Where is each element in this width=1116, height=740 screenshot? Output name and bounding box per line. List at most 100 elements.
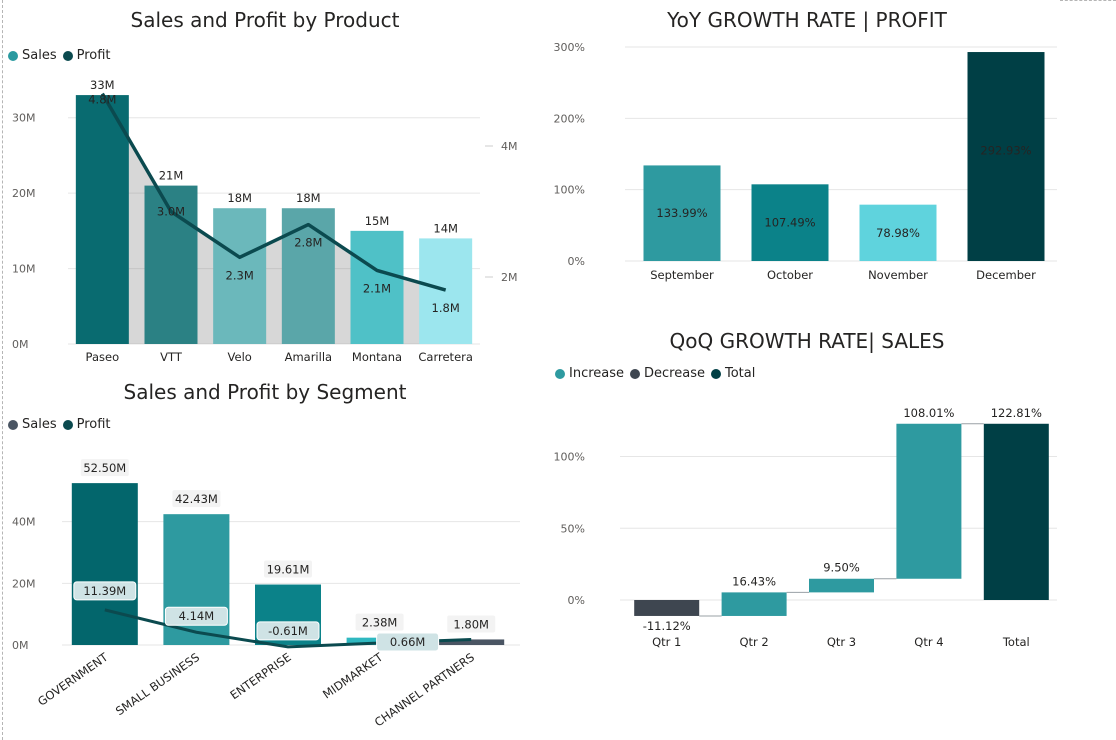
qoq-chart-title: QoQ GROWTH RATE| SALES — [669, 329, 945, 353]
segment-chart-legend: Sales Profit — [8, 417, 117, 432]
segment-chart-plot: 0M 20M 40M 52.50M GOVERNMENT 42.43M SMALL BUSI… — [12, 459, 520, 729]
legend-item-increase[interactable]: Increase — [555, 366, 624, 381]
sales-label-box — [172, 490, 221, 508]
x-category-label: Amarilla — [285, 350, 332, 364]
sales-data-label: 21M — [159, 169, 184, 183]
profit-label-box — [376, 632, 440, 652]
legend-dot-sales — [8, 50, 18, 61]
sales-data-label: 18M — [227, 191, 252, 205]
legend-dot-decrease — [630, 368, 641, 379]
profit-data-label: 3.0M — [157, 205, 185, 219]
sales-bar — [75, 95, 129, 344]
y-tick-label: 100% — [554, 184, 585, 197]
legend-item-sales[interactable]: Sales — [8, 48, 57, 63]
x-category-label: November — [868, 268, 928, 282]
qoq-chart-panel[interactable]: QoQ GROWTH RATE| SALES Increase Decrease… — [540, 320, 1116, 740]
y-right-tick-label: 2M — [501, 271, 518, 284]
profit-data-label: 2.3M — [226, 268, 254, 282]
sales-data-label: 14M — [433, 221, 458, 235]
bar-data-label: -11.12% — [643, 619, 691, 633]
x-category-label: VTT — [160, 350, 183, 364]
bar — [859, 204, 937, 261]
product-chart-panel[interactable]: Sales and Profit by Product Sales Profit… — [0, 0, 520, 370]
y-tick-label: 40M — [12, 516, 36, 529]
legend-item-profit[interactable]: Profit — [62, 417, 111, 432]
bar — [751, 184, 829, 261]
sales-data-label: 18M — [296, 191, 321, 205]
profit-label-box — [164, 606, 228, 626]
legend-label-profit: Profit — [76, 417, 111, 432]
profit-data-label: 2.1M — [363, 281, 391, 295]
sales-data-label: 1.80M — [453, 617, 489, 631]
y-tick-label: 0% — [568, 255, 585, 268]
sales-data-label: 19.61M — [267, 563, 310, 577]
x-category-label: Carretera — [418, 350, 473, 364]
x-category-label: Velo — [228, 350, 252, 364]
product-chart-plot: 0M 10M 20M 30M 2M 4M Paseo 33M VTT 21M Velo 18M Amar… — [12, 78, 518, 364]
bar-data-label: 292.93% — [980, 143, 1031, 157]
canvas-edge-left — [2, 0, 3, 740]
bar-data-label: 133.99% — [656, 206, 707, 220]
x-category-label: SMALL BUSINESS — [113, 650, 202, 718]
profit-data-label: 11.39M — [83, 584, 126, 598]
y-tick-label: 0M — [12, 639, 29, 652]
waterfall-bar — [634, 600, 700, 616]
legend-item-decrease[interactable]: Decrease — [630, 366, 705, 381]
legend-dot-total — [710, 368, 721, 379]
sales-label-box — [355, 613, 404, 631]
legend-item-sales[interactable]: Sales — [8, 417, 57, 432]
bar-data-label: 78.98% — [876, 226, 920, 240]
x-category-label: Qtr 2 — [739, 635, 768, 649]
sales-bar — [213, 208, 267, 344]
sales-data-label: 52.50M — [83, 461, 126, 475]
profit-label-box — [256, 621, 320, 641]
legend-dot-increase — [555, 368, 565, 379]
bar-data-label: 16.43% — [732, 574, 776, 588]
profit-data-label: 0.66M — [390, 635, 426, 649]
y-tick-label: 20M — [12, 577, 36, 590]
legend-dot-profit — [62, 50, 73, 61]
sales-label-box — [80, 459, 129, 477]
legend-item-profit[interactable]: Profit — [62, 48, 111, 63]
sales-bar — [350, 230, 404, 344]
yoy-chart-panel[interactable]: YoY GROWTH RATE | PROFIT 0% 100% 200% 300% S… — [540, 0, 1116, 300]
waterfall-bar — [983, 423, 1049, 600]
x-category-label: Montana — [352, 350, 402, 364]
qoq-chart-plot: 0% 50% 100% Qtr 1 -11.12% Qtr 2 16.43% Qtr 3 9.5… — [554, 406, 1057, 649]
x-category-label: GOVERNMENT — [35, 649, 111, 708]
bar — [643, 165, 721, 261]
segment-chart-panel[interactable]: Sales and Profit by Segment Sales Profit… — [0, 375, 530, 740]
sales-data-label: 33M — [90, 78, 115, 92]
x-category-label: Total — [1002, 635, 1030, 649]
y-tick-label: 30M — [12, 112, 36, 125]
sales-bar — [419, 238, 473, 344]
legend-label-profit: Profit — [76, 48, 111, 63]
x-category-label: CHANNEL PARTNERS — [372, 650, 477, 729]
y-right-tick-label: 4M — [501, 140, 518, 153]
sales-bar — [281, 208, 335, 344]
x-category-label: Qtr 1 — [652, 635, 681, 649]
legend-item-total[interactable]: Total — [710, 366, 756, 381]
bar-data-label: 122.81% — [991, 406, 1042, 420]
waterfall-bar — [809, 578, 874, 593]
y-tick-label: 0M — [12, 338, 29, 351]
x-category-label: September — [650, 268, 714, 282]
legend-label-sales: Sales — [22, 417, 57, 432]
qoq-chart-legend: Increase Decrease Total — [555, 366, 761, 381]
sales-data-label: 15M — [365, 214, 390, 228]
x-category-label: Qtr 3 — [827, 635, 856, 649]
profit-line — [100, 92, 447, 292]
profit-data-label: 2.8M — [294, 236, 322, 250]
legend-dot-profit — [62, 419, 73, 430]
x-category-label: MIDMARKET — [320, 649, 386, 701]
legend-label-total: Total — [724, 366, 756, 381]
segment-chart-title: Sales and Profit by Segment — [123, 380, 407, 404]
sales-label-box — [264, 560, 312, 578]
product-chart-title: Sales and Profit by Product — [130, 8, 400, 32]
bar — [967, 52, 1045, 261]
profit-data-label: -0.61M — [268, 624, 308, 638]
x-category-label: Paseo — [86, 350, 120, 364]
sales-label-box — [447, 615, 496, 633]
profit-label-box — [73, 581, 137, 601]
legend-label-increase: Increase — [569, 366, 625, 381]
